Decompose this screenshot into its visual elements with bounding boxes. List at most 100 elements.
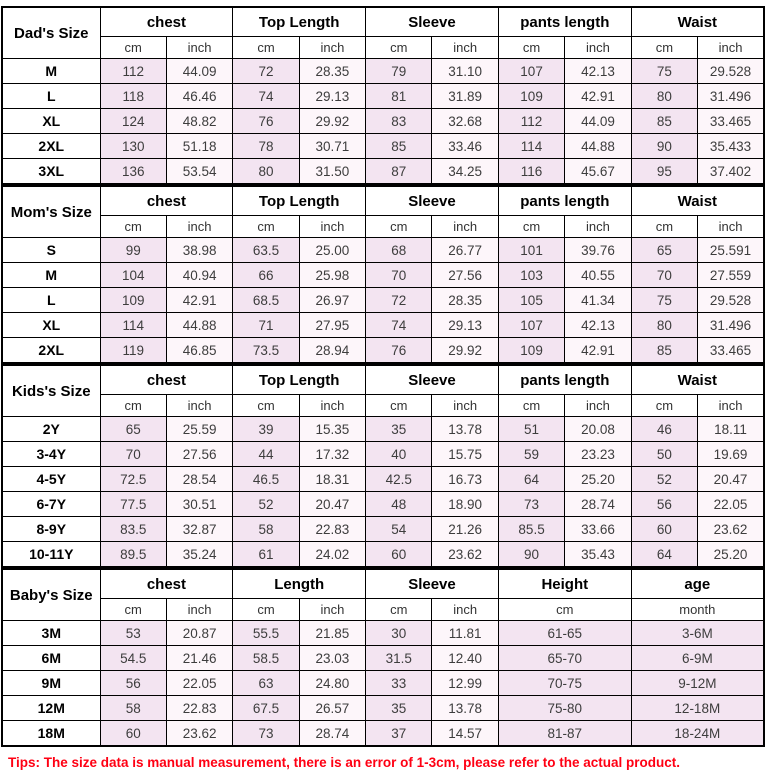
unit-header: cm — [630, 215, 699, 238]
value-cell: 48.82 — [165, 108, 234, 134]
value-cell: 80 — [630, 83, 699, 109]
value-cell: 6-9M — [630, 645, 765, 671]
unit-header: cm — [99, 394, 167, 417]
value-cell: 11.81 — [431, 620, 499, 646]
value-cell: 33.465 — [697, 337, 765, 364]
tips-text: Tips: The size data is manual measuremen… — [8, 755, 680, 770]
unit-header: cm — [497, 36, 566, 59]
size-row-label: S — [1, 237, 101, 263]
value-cell: 26.57 — [298, 695, 367, 721]
unit-header: cm — [497, 394, 566, 417]
table-row: 3M 53 20.87 55.5 21.85 30 11.81 61-65 3-6M — [1, 620, 765, 646]
value-cell: 41.34 — [564, 287, 632, 313]
value-cell: 38.98 — [165, 237, 234, 263]
value-cell: 83 — [365, 108, 433, 134]
size-row-label: XL — [1, 312, 101, 338]
value-cell: 20.87 — [165, 620, 234, 646]
size-row-label: 3-4Y — [1, 441, 101, 467]
unit-header: cm — [232, 598, 300, 621]
value-cell: 35.433 — [697, 133, 765, 159]
value-cell: 12.40 — [431, 645, 499, 671]
value-cell: 59 — [497, 441, 566, 467]
table-row: 6-7Y 77.5 30.51 52 20.47 48 18.90 73 28.74 56 22.0… — [1, 491, 765, 517]
value-cell: 101 — [497, 237, 566, 263]
value-cell: 20.47 — [298, 491, 367, 517]
column-group-header: Waist — [630, 6, 765, 37]
size-row-label: 3M — [1, 620, 101, 646]
value-cell: 72.5 — [99, 466, 167, 492]
value-cell: 65 — [99, 416, 167, 442]
value-cell: 136 — [99, 158, 167, 185]
value-cell: 46.85 — [165, 337, 234, 364]
table-row: 3XL 136 53.54 80 31.50 87 34.25 116 45.67 95 37.40… — [1, 158, 765, 185]
value-cell: 52 — [630, 466, 699, 492]
table-row: M 104 40.94 66 25.98 70 27.56 103 40.55 70 27.559 — [1, 262, 765, 288]
value-cell: 28.74 — [564, 491, 632, 517]
column-group-header: pants length — [497, 364, 632, 395]
table-row: 3-4Y 70 27.56 44 17.32 40 15.75 59 23.23 50 19.69 — [1, 441, 765, 467]
value-cell: 23.23 — [564, 441, 632, 467]
value-cell: 34.25 — [431, 158, 499, 185]
value-cell: 31.10 — [431, 58, 499, 84]
table-row: 18M 60 23.62 73 28.74 37 14.57 81-87 18-24M — [1, 720, 765, 747]
value-cell: 15.75 — [431, 441, 499, 467]
value-cell: 32.68 — [431, 108, 499, 134]
value-cell: 95 — [630, 158, 699, 185]
value-cell: 22.83 — [165, 695, 234, 721]
value-cell: 48 — [365, 491, 433, 517]
table-title: Dad's Size — [1, 6, 101, 59]
value-cell: 12-18M — [630, 695, 765, 721]
value-cell: 33 — [365, 670, 433, 696]
value-cell: 72 — [365, 287, 433, 313]
value-cell: 28.35 — [431, 287, 499, 313]
value-cell: 24.02 — [298, 541, 367, 568]
unit-header: inch — [564, 394, 632, 417]
unit-header: inch — [431, 36, 499, 59]
unit-header: month — [630, 598, 765, 621]
value-cell: 42.91 — [165, 287, 234, 313]
value-cell: 83.5 — [99, 516, 167, 542]
value-cell: 35.24 — [165, 541, 234, 568]
table-title: Baby's Size — [1, 568, 101, 621]
value-cell: 116 — [497, 158, 566, 185]
value-cell: 13.78 — [431, 695, 499, 721]
value-cell: 56 — [99, 670, 167, 696]
value-cell: 72 — [232, 58, 300, 84]
value-cell: 26.77 — [431, 237, 499, 263]
value-cell: 118 — [99, 83, 167, 109]
size-row-label: 2XL — [1, 337, 101, 364]
size-row-label: 9M — [1, 670, 101, 696]
size-table-moms: Mom's Size chest Top Length Sleeve pants len… — [1, 185, 765, 364]
value-cell: 64 — [630, 541, 699, 568]
value-cell: 90 — [630, 133, 699, 159]
size-row-label: M — [1, 262, 101, 288]
value-cell: 51.18 — [165, 133, 234, 159]
value-cell: 25.591 — [697, 237, 765, 263]
size-row-label: 6M — [1, 645, 101, 671]
unit-header: cm — [365, 215, 433, 238]
unit-header: inch — [697, 394, 765, 417]
value-cell: 18.31 — [298, 466, 367, 492]
value-cell: 20.08 — [564, 416, 632, 442]
table-row: 4-5Y 72.5 28.54 46.5 18.31 42.5 16.73 64 25.20 52… — [1, 466, 765, 492]
unit-header: inch — [697, 36, 765, 59]
column-group-header: pants length — [497, 6, 632, 37]
value-cell: 30.71 — [298, 133, 367, 159]
value-cell: 105 — [497, 287, 566, 313]
column-group-header: Waist — [630, 185, 765, 216]
value-cell: 31.5 — [365, 645, 433, 671]
value-cell: 85.5 — [497, 516, 566, 542]
value-cell: 25.20 — [697, 541, 765, 568]
value-cell: 73 — [232, 720, 300, 747]
value-cell: 130 — [99, 133, 167, 159]
table-row: XL 114 44.88 71 27.95 74 29.13 107 42.13 80 31.496 — [1, 312, 765, 338]
value-cell: 25.98 — [298, 262, 367, 288]
value-cell: 60 — [630, 516, 699, 542]
unit-header: inch — [298, 598, 367, 621]
value-cell: 14.57 — [431, 720, 499, 747]
value-cell: 44.88 — [564, 133, 632, 159]
value-cell: 70 — [365, 262, 433, 288]
value-cell: 114 — [497, 133, 566, 159]
value-cell: 40.55 — [564, 262, 632, 288]
value-cell: 17.32 — [298, 441, 367, 467]
